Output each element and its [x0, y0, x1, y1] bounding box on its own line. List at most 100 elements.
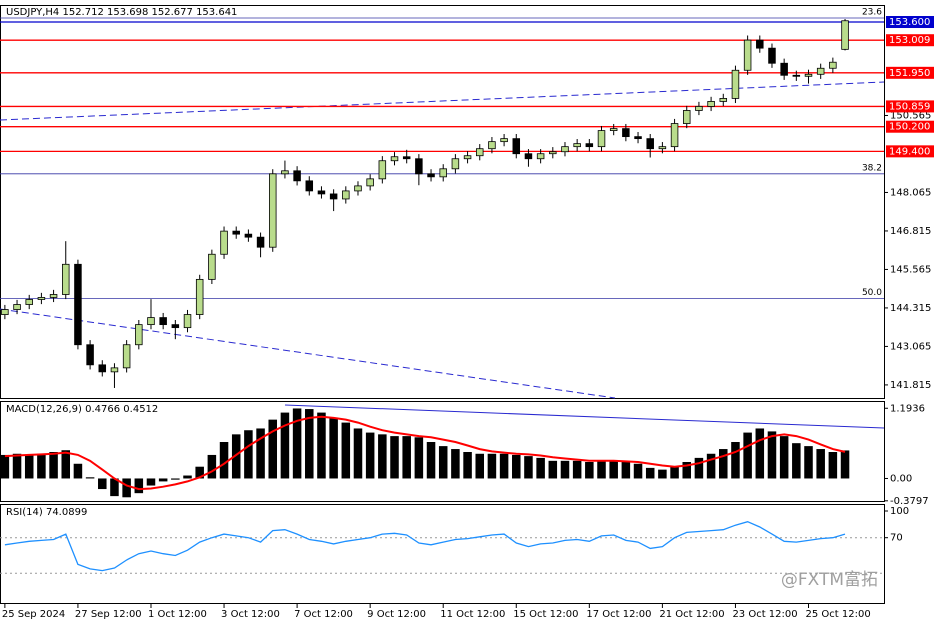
candle-body	[816, 67, 825, 75]
macd-bar	[146, 478, 156, 486]
candle-body	[281, 170, 289, 175]
macd-trend-line	[284, 404, 885, 429]
candle-body	[743, 39, 752, 71]
level-label: 151.950	[889, 68, 930, 79]
candle-body	[342, 190, 350, 200]
macd-bar	[779, 436, 789, 479]
x-tick-label: 9 Oct 12:00	[367, 609, 426, 620]
candle-body	[622, 128, 630, 138]
candle-body	[682, 110, 691, 124]
macd-bar	[792, 443, 801, 479]
candle-body	[13, 304, 21, 310]
candle-body	[208, 253, 216, 280]
candle-body	[488, 141, 496, 150]
macd-bar	[694, 457, 704, 479]
macd-bar	[292, 408, 302, 479]
macd-bar	[597, 460, 606, 479]
candle-body	[609, 128, 618, 131]
candle-body	[475, 148, 484, 157]
macd-bar	[244, 430, 253, 479]
candle-body	[500, 138, 508, 143]
macd-bar	[219, 442, 229, 479]
level-label-box	[886, 66, 934, 79]
x-tick-label: 11 Oct 12:00	[440, 609, 505, 620]
macd-bar	[609, 460, 618, 479]
macd-bar	[706, 453, 716, 479]
candle-body	[25, 299, 33, 305]
candle-body	[536, 153, 545, 160]
x-tick-label: 25 Oct 12:00	[806, 609, 871, 620]
rsi-panel	[0, 504, 885, 604]
candle-body	[305, 180, 314, 192]
macd-bar	[828, 452, 838, 479]
macd-bar	[305, 409, 314, 479]
candle-body	[74, 263, 82, 346]
candle-body	[439, 168, 447, 178]
macd-bar	[755, 428, 765, 479]
y-tick-label: 70	[890, 533, 903, 544]
level-label-box	[886, 34, 934, 47]
y-tick-label: 141.815	[890, 380, 931, 391]
macd-bar	[463, 452, 472, 479]
candle-body	[390, 156, 399, 162]
candle-body	[110, 367, 119, 373]
macd-bar	[719, 449, 728, 479]
candle-body	[573, 143, 581, 148]
macd-bar	[365, 432, 375, 479]
level-label: 150.859	[889, 101, 930, 112]
macd-title: MACD(12,26,9) 0.4766 0.4512	[6, 404, 158, 415]
y-tick-label: 146.815	[890, 226, 931, 237]
level-label: 153.600	[889, 17, 930, 28]
candle-body	[195, 278, 204, 315]
level-label-box	[886, 120, 934, 133]
candle-body	[524, 153, 533, 160]
candle-body	[780, 62, 788, 76]
macd-bar	[122, 478, 131, 498]
candle-body	[1, 309, 9, 315]
macd-bar	[171, 478, 180, 480]
candle-body	[634, 136, 642, 140]
candle-body	[427, 173, 435, 178]
x-tick-label: 21 Oct 12:00	[659, 609, 724, 620]
watermark: @FXTM富拓	[781, 570, 878, 590]
macd-bar	[743, 432, 752, 479]
macd-bar	[451, 449, 460, 479]
candle-body	[293, 170, 301, 182]
macd-bar	[110, 478, 119, 497]
macd-bar	[353, 428, 363, 479]
level-label: 149.400	[889, 146, 930, 157]
candle-body	[220, 230, 228, 255]
macd-bar	[767, 431, 777, 479]
macd-bar	[183, 475, 192, 479]
macd-bar	[816, 449, 825, 479]
macd-bar	[645, 467, 655, 479]
macd-bar	[682, 462, 692, 479]
macd-bar	[572, 460, 582, 479]
candle-body	[792, 74, 801, 77]
level-label-box	[886, 100, 934, 113]
candle-body	[415, 158, 423, 175]
signal-line	[4, 415, 846, 491]
macd-bar	[621, 462, 631, 479]
candle-body	[756, 39, 764, 49]
candle-body	[159, 317, 167, 326]
price-panel	[0, 5, 885, 399]
candle-body	[183, 314, 192, 329]
macd-bar	[536, 457, 545, 479]
macd-bar	[438, 446, 448, 479]
macd-bar	[658, 469, 667, 479]
macd-bar	[158, 478, 168, 482]
macd-bar	[231, 434, 241, 479]
y-tick-label: 143.065	[890, 341, 931, 352]
macd-bar	[195, 466, 204, 479]
macd-bar	[85, 477, 95, 479]
macd-bar	[524, 456, 533, 479]
y-tick-label: 144.315	[890, 303, 931, 314]
candle-body	[98, 364, 107, 373]
macd-bar	[402, 436, 411, 479]
macd-panel	[0, 401, 885, 502]
macd-bar	[548, 460, 558, 479]
candle-body	[329, 193, 338, 200]
candle-body	[317, 190, 326, 195]
